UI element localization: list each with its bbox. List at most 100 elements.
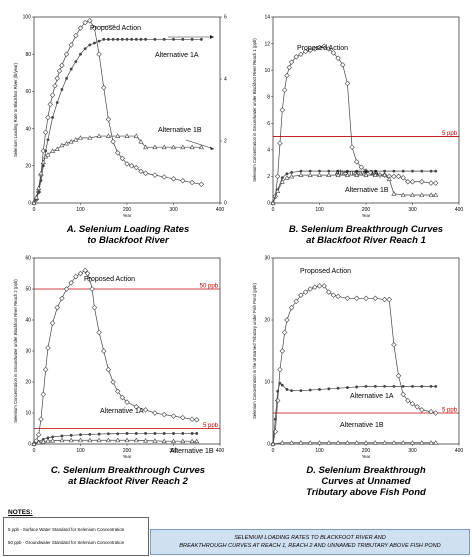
data-point <box>73 32 79 39</box>
y-tick-label: 60 <box>25 89 31 95</box>
data-point <box>114 388 121 395</box>
data-point <box>395 173 402 180</box>
series-label: Alternative 1B <box>345 187 389 194</box>
axis-arrow-head <box>210 35 214 39</box>
chart-panel-b: 0 100 200 300 400 0 2 4 6 8 10 12 14 Year Selenium Con… <box>252 15 463 246</box>
data-point <box>344 295 351 302</box>
data-point <box>38 170 44 176</box>
data-point <box>124 437 130 443</box>
data-point <box>326 440 332 445</box>
data-point <box>77 135 84 140</box>
data-point <box>428 180 434 186</box>
data-point <box>31 441 37 446</box>
data-point <box>344 440 350 445</box>
data-point <box>411 169 414 173</box>
data-point <box>63 286 70 292</box>
data-point <box>105 437 111 443</box>
data-point <box>40 159 46 164</box>
data-point <box>340 62 346 68</box>
data-point <box>51 116 54 119</box>
data-point <box>273 417 277 421</box>
y-tick-label: 20 <box>25 380 31 386</box>
series-line <box>33 135 202 204</box>
data-point <box>60 88 64 91</box>
y-tick-label: 0 <box>28 201 31 207</box>
x-tick-label: 0 <box>33 207 36 213</box>
data-point <box>383 169 386 173</box>
data-point <box>372 295 379 302</box>
data-point <box>400 391 406 398</box>
chart-panel-a: 0 100 200 300 4000204060801000246YearSeleniu… <box>13 15 227 246</box>
x-tick-label: 100 <box>315 448 324 454</box>
data-point <box>198 181 205 188</box>
data-point <box>59 437 65 443</box>
data-point <box>35 431 42 438</box>
data-point <box>409 179 416 185</box>
data-point <box>326 172 332 177</box>
panel-caption: C. Selenium Breakthrough Curves <box>51 465 205 476</box>
data-point <box>280 383 284 387</box>
y-axis-label: Selenium Concentration in Groundwater un… <box>252 38 257 182</box>
data-point <box>195 432 199 435</box>
x-tick-label: 300 <box>408 207 417 213</box>
data-point <box>102 37 106 41</box>
data-point <box>40 391 47 398</box>
panel-caption: to Blackfoot River <box>87 235 170 246</box>
data-point <box>336 386 340 390</box>
data-point <box>79 433 82 437</box>
data-point <box>54 146 60 151</box>
data-point <box>38 416 44 422</box>
series-label: Alternative 1B <box>340 422 384 429</box>
series-proposed-action <box>270 43 439 206</box>
x-axis-label: Year <box>362 454 371 459</box>
data-point <box>46 138 50 142</box>
figure-title-banner: SELENIUM LOADING RATES TO BLACKFOOT RIVE… <box>150 529 470 555</box>
data-point <box>152 172 158 178</box>
axis-arrow-line <box>185 139 215 150</box>
data-point <box>364 384 368 388</box>
data-point <box>286 64 292 71</box>
series-alternative-1b <box>31 437 200 446</box>
data-point <box>116 37 120 41</box>
data-point <box>420 384 424 388</box>
x-tick-label: 400 <box>455 207 464 213</box>
data-point <box>312 284 318 290</box>
data-point <box>52 83 58 89</box>
data-point <box>382 440 388 445</box>
data-point <box>400 175 406 181</box>
y-tick-label: 20 <box>264 318 270 324</box>
data-point <box>153 432 157 435</box>
data-point <box>372 440 378 445</box>
data-point <box>285 388 289 391</box>
data-point <box>318 388 321 391</box>
data-point <box>386 176 392 181</box>
data-point <box>49 92 56 98</box>
y2-tick-label: 2 <box>224 139 227 145</box>
data-point <box>391 440 397 445</box>
panel-caption: D. Selenium Breakthrough <box>306 465 425 476</box>
data-point <box>293 298 299 305</box>
series-proposed-action <box>270 283 439 447</box>
data-point <box>133 404 140 410</box>
data-point <box>419 407 425 413</box>
x-tick-label: 200 <box>362 448 371 454</box>
data-point <box>162 37 166 41</box>
data-point <box>307 47 313 53</box>
x-tick-label: 300 <box>408 448 417 454</box>
data-point <box>330 292 337 298</box>
data-point <box>327 169 331 173</box>
chart-panel-d: 0 100 200 300 400 0 10 20 30 Year Selenium Concent… <box>252 256 463 498</box>
data-point <box>270 441 276 446</box>
data-point <box>414 404 420 410</box>
data-point <box>65 76 68 80</box>
y-tick-label: 0 <box>28 442 31 448</box>
panel-caption: Tributary above Fish Pond <box>306 487 426 498</box>
data-point <box>133 164 140 171</box>
data-point <box>405 179 411 185</box>
data-point <box>299 169 303 173</box>
data-point <box>284 317 290 323</box>
x-tick-label: 200 <box>123 448 132 454</box>
data-point <box>50 148 56 153</box>
y-tick-label: 10 <box>264 380 270 386</box>
data-point <box>170 176 177 182</box>
